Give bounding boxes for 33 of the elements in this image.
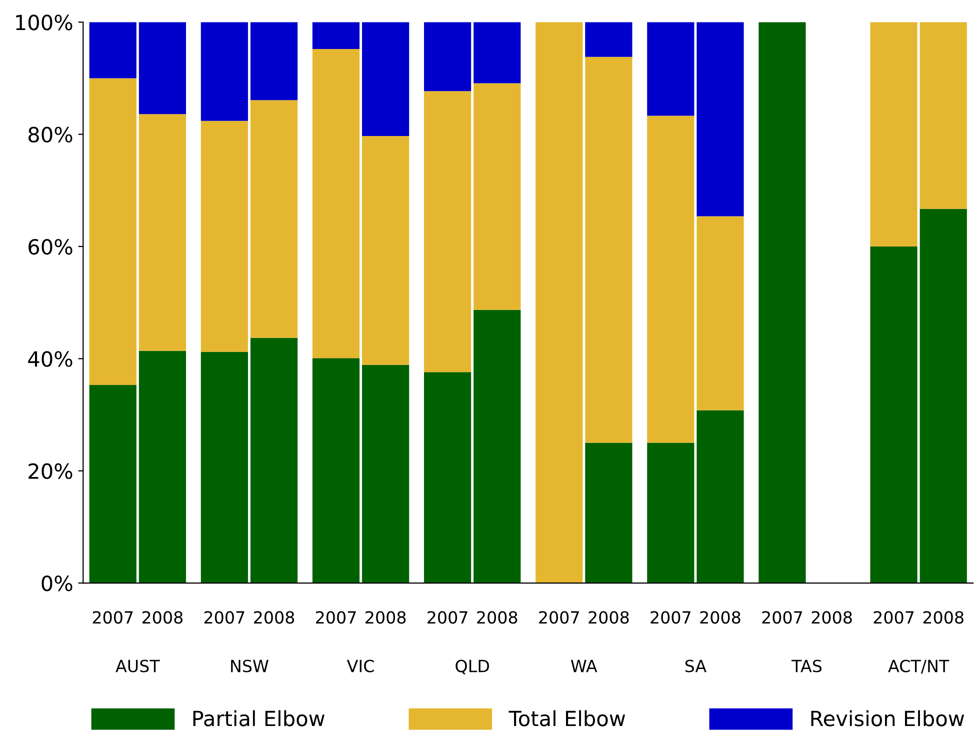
text: TAS [792, 660, 822, 672]
x-tick-label: 2007 [92, 611, 133, 624]
legend-label: Partial Elbow [193, 710, 324, 726]
y-tick-label: 40% [28, 351, 72, 367]
y-tick-label: 60% [28, 238, 72, 255]
x-tick-label: 2008 [923, 611, 964, 624]
x-tick-label: 2007 [316, 611, 356, 624]
text: NSW [231, 660, 268, 672]
x-tick-label: 2008 [142, 611, 183, 624]
x-tick-label: 2008 [254, 611, 294, 624]
x-tick-label: 2007 [762, 611, 802, 624]
legend-label: Total Elbow [508, 710, 626, 726]
y-tick-label: 20% [28, 463, 72, 480]
text: SA [685, 660, 706, 672]
legend-label: Revision Elbow [811, 710, 964, 726]
x-tick-label: 2007 [428, 611, 468, 624]
text: QLD [456, 660, 489, 674]
x-tick-label: 2007 [650, 611, 690, 624]
x-tick-label: 2007 [539, 611, 579, 624]
x-tick-label: 2008 [477, 611, 518, 624]
x-tick-label: 2007 [874, 611, 914, 624]
x-tick-label: 2008 [366, 611, 406, 624]
text: WA [570, 660, 598, 672]
text: VIC [346, 660, 374, 672]
x-tick-label: 2008 [700, 611, 740, 624]
y-tick-label: 80% [28, 126, 72, 143]
text: ACT/NT [888, 660, 950, 674]
y-tick-label: 0% [42, 575, 72, 592]
x-tick-label: 2007 [204, 611, 244, 624]
x-tick-label: 2008 [588, 611, 629, 624]
x-tick-label: 2008 [812, 611, 852, 624]
text: AUST [116, 660, 160, 672]
y-tick-label: 100% [16, 14, 72, 30]
